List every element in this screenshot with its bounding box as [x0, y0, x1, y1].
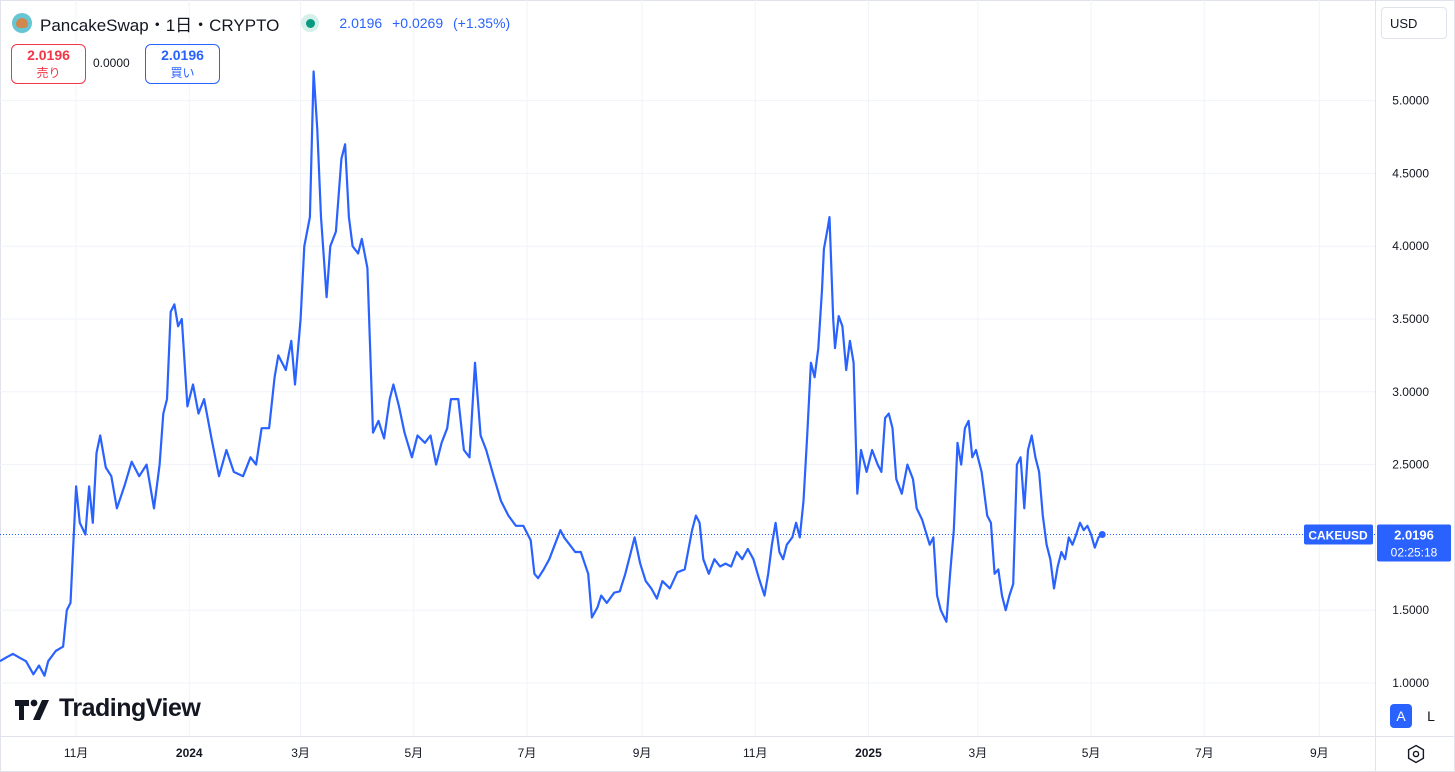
symbol-header: PancakeSwap・1日・CRYPTO 2.0196 +0.0269 (+1…: [12, 10, 516, 36]
x-tick-label: 3月: [291, 746, 310, 760]
x-tick-label: 3月: [969, 746, 988, 760]
symbol-name: PancakeSwap: [40, 15, 149, 35]
last-price-marker: [1098, 530, 1106, 538]
tradingview-logo-icon: [15, 699, 49, 720]
log-scale-button[interactable]: L: [1420, 704, 1442, 728]
x-tick-label: 5月: [404, 746, 423, 760]
x-tick-label: 7月: [518, 746, 537, 760]
y-tick-label: 3.0000: [1392, 385, 1429, 399]
y-tick-label: 4.0000: [1392, 239, 1429, 253]
x-tick-label: 5月: [1082, 746, 1101, 760]
market-open-dot-icon: [301, 14, 320, 32]
y-tick-label: 3.5000: [1392, 312, 1429, 326]
quote-info: 2.0196 +0.0269 (+1.35%): [339, 15, 516, 31]
sell-price: 2.0196: [27, 47, 70, 63]
price-change: +0.0269: [392, 15, 444, 31]
buy-price: 2.0196: [161, 47, 204, 63]
currency-button[interactable]: USD: [1381, 7, 1447, 39]
symbol-tag: CAKEUSD: [1308, 529, 1368, 543]
tradingview-text: TradingView: [59, 694, 201, 722]
price-tag-value: 2.0196: [1394, 528, 1434, 543]
y-tick-label: 1.5000: [1392, 603, 1429, 617]
x-tick-label: 11月: [743, 746, 767, 760]
symbol-tag-bg: [1304, 524, 1373, 545]
countdown-value: 02:25:18: [1391, 546, 1438, 560]
tradingview-watermark: TradingView: [15, 694, 201, 723]
buy-button[interactable]: 2.0196 買い: [145, 44, 220, 84]
sell-button[interactable]: 2.0196 売り: [11, 44, 86, 84]
spread-value: 0.0000: [93, 56, 130, 70]
x-tick-label: 2025: [855, 746, 882, 760]
price-change-pct: (+1.35%): [453, 15, 511, 31]
price-series-line: [0, 70, 1103, 677]
x-tick-label: 2024: [176, 746, 203, 760]
auto-scale-button[interactable]: A: [1390, 704, 1412, 728]
buy-label: 買い: [170, 66, 195, 80]
pancakeswap-logo-icon: [12, 13, 32, 33]
interval-label: 1日: [165, 15, 193, 35]
symbol-title[interactable]: PancakeSwap・1日・CRYPTO: [40, 15, 280, 35]
price-tag-bg: [1377, 524, 1451, 562]
x-tick-label: 9月: [633, 746, 652, 760]
exchange-label: CRYPTO: [209, 15, 280, 35]
gear-icon[interactable]: [1406, 744, 1426, 764]
x-tick-label: 7月: [1195, 746, 1214, 760]
sell-label: 売り: [36, 66, 61, 80]
last-price: 2.0196: [339, 15, 383, 31]
y-tick-label: 4.5000: [1392, 166, 1429, 180]
x-tick-label: 11月: [64, 746, 88, 760]
y-tick-label: 5.0000: [1392, 94, 1429, 108]
y-tick-label: 2.5000: [1392, 458, 1429, 472]
x-tick-label: 9月: [1310, 746, 1329, 760]
y-tick-label: 1.0000: [1392, 676, 1429, 690]
